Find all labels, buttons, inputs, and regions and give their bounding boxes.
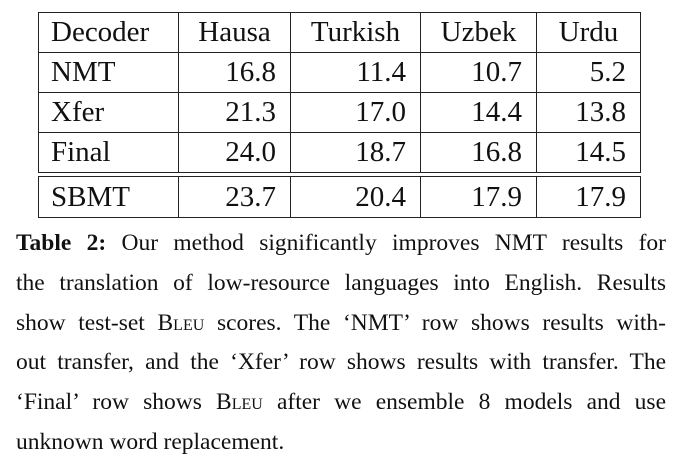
results-table-wrapper: Decoder Hausa Turkish Uzbek Urdu NMT 16.… xyxy=(38,12,641,218)
cell-uzbek: 14.4 xyxy=(420,92,537,133)
bleu-results-table: Decoder Hausa Turkish Uzbek Urdu NMT 16.… xyxy=(38,12,641,218)
caption-line-6: unknown word replacement. xyxy=(16,428,285,455)
caption-line-3: show test-set Bleu scores. The ‘NMT’ row… xyxy=(16,304,666,344)
cell-uzbek: 17.9 xyxy=(420,176,537,218)
table-caption: Table 2: Our method significantly improv… xyxy=(16,224,666,463)
row-label: Final xyxy=(38,132,179,173)
cell-hausa: 23.7 xyxy=(178,176,291,218)
cell-turkish: 20.4 xyxy=(290,176,421,218)
table-row-sbmt: SBMT 23.7 20.4 17.9 17.9 xyxy=(38,176,641,218)
bleu-term: Bleu xyxy=(216,389,263,416)
row-label: NMT xyxy=(38,52,179,93)
cell-urdu: 13.8 xyxy=(536,92,641,133)
cell-turkish: 17.0 xyxy=(290,92,421,133)
caption-line-5: ‘Final’ row shows Bleu after we ensemble… xyxy=(16,383,666,423)
table-row-nmt: NMT 16.8 11.4 10.7 5.2 xyxy=(38,52,641,93)
cell-urdu: 5.2 xyxy=(536,52,641,93)
header-hausa: Hausa xyxy=(178,12,291,53)
cell-hausa: 21.3 xyxy=(178,92,291,133)
header-turkish: Turkish xyxy=(290,12,421,53)
header-decoder: Decoder xyxy=(38,12,179,53)
caption-text: ‘Final’ row shows xyxy=(16,389,217,416)
header-uzbek: Uzbek xyxy=(420,12,537,53)
cell-uzbek: 10.7 xyxy=(420,52,537,93)
table-header-row: Decoder Hausa Turkish Uzbek Urdu xyxy=(38,12,641,53)
caption-text: show test-set xyxy=(16,309,158,336)
table-row-xfer: Xfer 21.3 17.0 14.4 13.8 xyxy=(38,92,641,133)
cell-turkish: 11.4 xyxy=(290,52,421,93)
cell-turkish: 18.7 xyxy=(290,132,421,173)
row-label: SBMT xyxy=(38,176,179,218)
caption-text: Our method significantly improves NMT re… xyxy=(121,230,667,256)
cell-hausa: 16.8 xyxy=(178,52,291,93)
cell-urdu: 17.9 xyxy=(536,176,641,218)
caption-text: scores. The ‘NMT’ row shows results with… xyxy=(204,309,666,336)
caption-line-2: the translation of low-resource language… xyxy=(16,269,666,296)
table-row-final: Final 24.0 18.7 16.8 14.5 xyxy=(38,132,641,173)
cell-hausa: 24.0 xyxy=(178,132,291,173)
row-label: Xfer xyxy=(38,92,179,133)
cell-urdu: 14.5 xyxy=(536,132,641,173)
caption-line-1: Table 2: Our method significantly improv… xyxy=(16,224,666,264)
cell-uzbek: 16.8 xyxy=(420,132,537,173)
caption-tag: Table 2: xyxy=(16,230,107,256)
caption-line-4: out transfer, and the ‘Xfer’ row shows r… xyxy=(16,349,666,376)
bleu-term: Bleu xyxy=(157,309,205,336)
caption-text: after we ensemble 8 models and use xyxy=(262,389,667,416)
header-urdu: Urdu xyxy=(536,12,641,53)
